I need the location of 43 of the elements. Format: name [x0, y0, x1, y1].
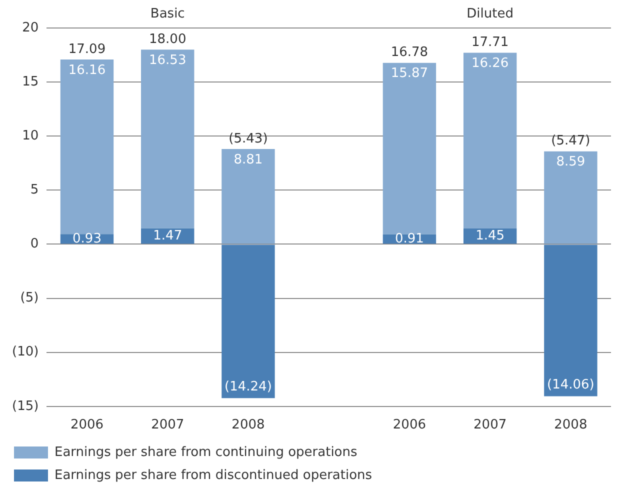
bar — [141, 50, 194, 228]
data-label: (14.06) — [547, 378, 594, 393]
y-tick-label: 20 — [22, 20, 39, 36]
total-label: 18.00 — [149, 32, 186, 47]
text: Diluted — [466, 6, 514, 22]
x-tick-label: 2006 — [70, 418, 104, 433]
x-tick-label: 2007 — [151, 418, 184, 433]
y-tick-label: 15 — [22, 74, 39, 90]
x-tick-label: 2007 — [474, 418, 507, 433]
total-label: (5.47) — [551, 134, 590, 149]
text: Basic — [150, 6, 185, 22]
data-label: 8.59 — [556, 154, 586, 170]
data-label: 16.26 — [471, 56, 509, 72]
legend-label: Earnings per share from discontinued operations — [54, 468, 372, 483]
data-label: 16.53 — [149, 53, 186, 68]
y-tick-label: 5 — [30, 182, 39, 198]
bar — [544, 151, 598, 244]
data-label: (14.24) — [224, 380, 272, 395]
y-tick-label: (10) — [12, 344, 39, 360]
bar — [222, 148, 275, 244]
bar — [60, 59, 114, 234]
x-tick-label: 2006 — [392, 418, 426, 433]
data-label: 0.91 — [394, 231, 424, 246]
data-label: 15.87 — [390, 66, 428, 82]
x-tick-label: 2008 — [232, 418, 265, 433]
data-label: 1.45 — [476, 228, 505, 244]
total-label: 17.09 — [68, 42, 106, 57]
y-tick-label: (5) — [20, 290, 39, 306]
data-label: 8.81 — [234, 152, 263, 168]
data-label: 16.16 — [68, 62, 106, 78]
bar — [544, 244, 598, 396]
total-label: 17.71 — [471, 35, 509, 50]
y-tick-label: 0 — [30, 236, 39, 252]
bar — [222, 244, 275, 398]
total-label: 16.78 — [390, 45, 428, 60]
legend-label: Earnings per share from continuing operations — [54, 444, 358, 460]
x-tick-label: 2008 — [554, 418, 588, 433]
y-tick-label: 10 — [22, 128, 39, 144]
data-label: 1.47 — [153, 228, 182, 244]
bar — [382, 62, 436, 234]
bar — [463, 52, 517, 229]
data-label: 0.93 — [72, 231, 102, 246]
y-tick-label: (15) — [12, 398, 39, 414]
